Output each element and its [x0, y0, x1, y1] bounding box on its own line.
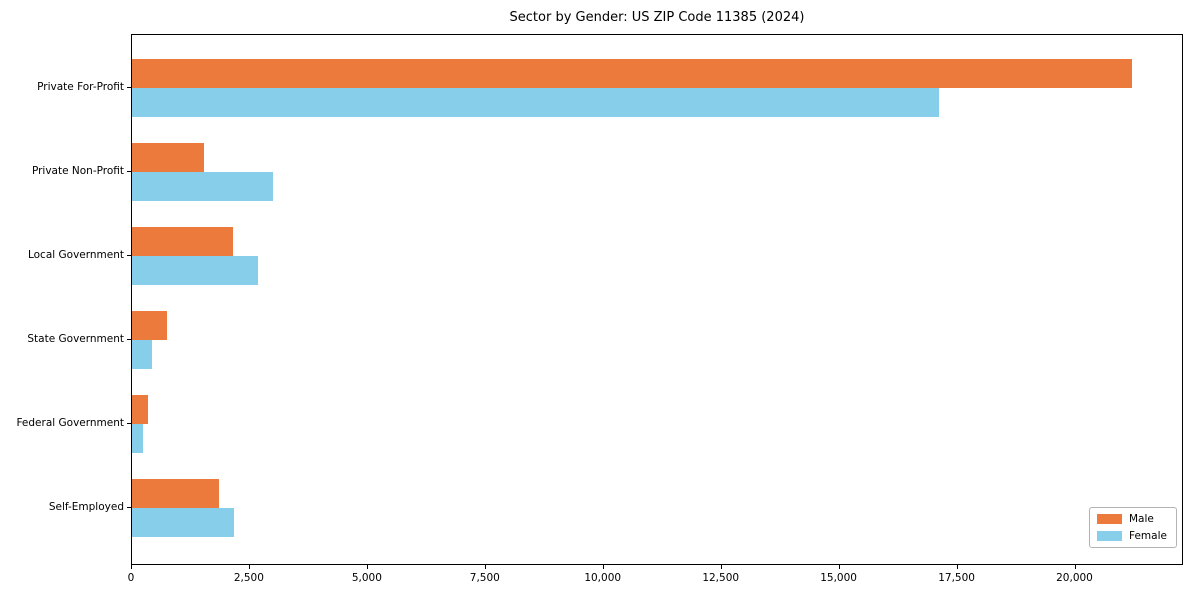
- ytick-label: State Government: [27, 333, 124, 345]
- xtick-label: 12,500: [702, 572, 740, 584]
- xtick-mark: [484, 565, 486, 569]
- bar-male-federal-government: [132, 395, 148, 424]
- xtick-mark: [838, 565, 840, 569]
- xtick-label: 20,000: [1056, 572, 1093, 584]
- xtick-label: 10,000: [584, 572, 622, 584]
- ytick-mark: [127, 423, 131, 424]
- bar-female-private-for-profit: [132, 88, 939, 117]
- xtick-label: 17,500: [938, 572, 975, 584]
- legend-entry-female: Female: [1097, 530, 1168, 542]
- legend-entry-male: Male: [1097, 513, 1168, 525]
- bar-female-self-employed: [132, 508, 235, 537]
- chart-title: Sector by Gender: US ZIP Code 11385 (202…: [509, 10, 805, 25]
- xtick-mark: [1074, 565, 1076, 569]
- bar-female-federal-government: [132, 424, 143, 453]
- ytick-mark: [127, 171, 131, 172]
- bar-male-state-government: [132, 311, 167, 340]
- ytick-mark: [127, 87, 131, 88]
- legend-swatch-male: [1097, 514, 1122, 524]
- ytick-mark: [127, 507, 131, 508]
- xtick-mark: [248, 565, 250, 569]
- ytick-label: Federal Government: [16, 417, 124, 429]
- xtick-label: 15,000: [820, 572, 857, 584]
- ytick-label: Private For-Profit: [37, 81, 124, 93]
- legend-label-female: Female: [1129, 530, 1167, 542]
- bar-female-private-non-profit: [132, 172, 273, 201]
- bar-female-state-government: [132, 340, 152, 369]
- plot-area: [131, 34, 1183, 565]
- bar-male-private-for-profit: [132, 59, 1133, 88]
- ytick-label: Self-Employed: [48, 501, 124, 513]
- xtick-mark: [131, 565, 132, 569]
- bar-male-local-government: [132, 227, 234, 256]
- legend: Male Female: [1089, 507, 1177, 548]
- xtick-mark: [602, 565, 604, 569]
- xtick-label: 0: [127, 572, 135, 584]
- ytick-label: Local Government: [27, 249, 124, 261]
- xtick-label: 7,500: [469, 572, 500, 584]
- ytick-mark: [127, 339, 131, 340]
- legend-swatch-female: [1097, 531, 1122, 541]
- bar-male-self-employed: [132, 479, 219, 508]
- ytick-mark: [127, 255, 131, 256]
- xtick-mark: [366, 565, 368, 569]
- ytick-label: Private Non-Profit: [31, 165, 124, 177]
- bar-female-local-government: [132, 256, 258, 285]
- legend-label-male: Male: [1129, 513, 1154, 525]
- xtick-label: 2,500: [233, 572, 264, 584]
- xtick-mark: [956, 565, 958, 569]
- bar-male-private-non-profit: [132, 143, 204, 172]
- xtick-mark: [720, 565, 722, 569]
- xtick-label: 5,000: [351, 572, 382, 584]
